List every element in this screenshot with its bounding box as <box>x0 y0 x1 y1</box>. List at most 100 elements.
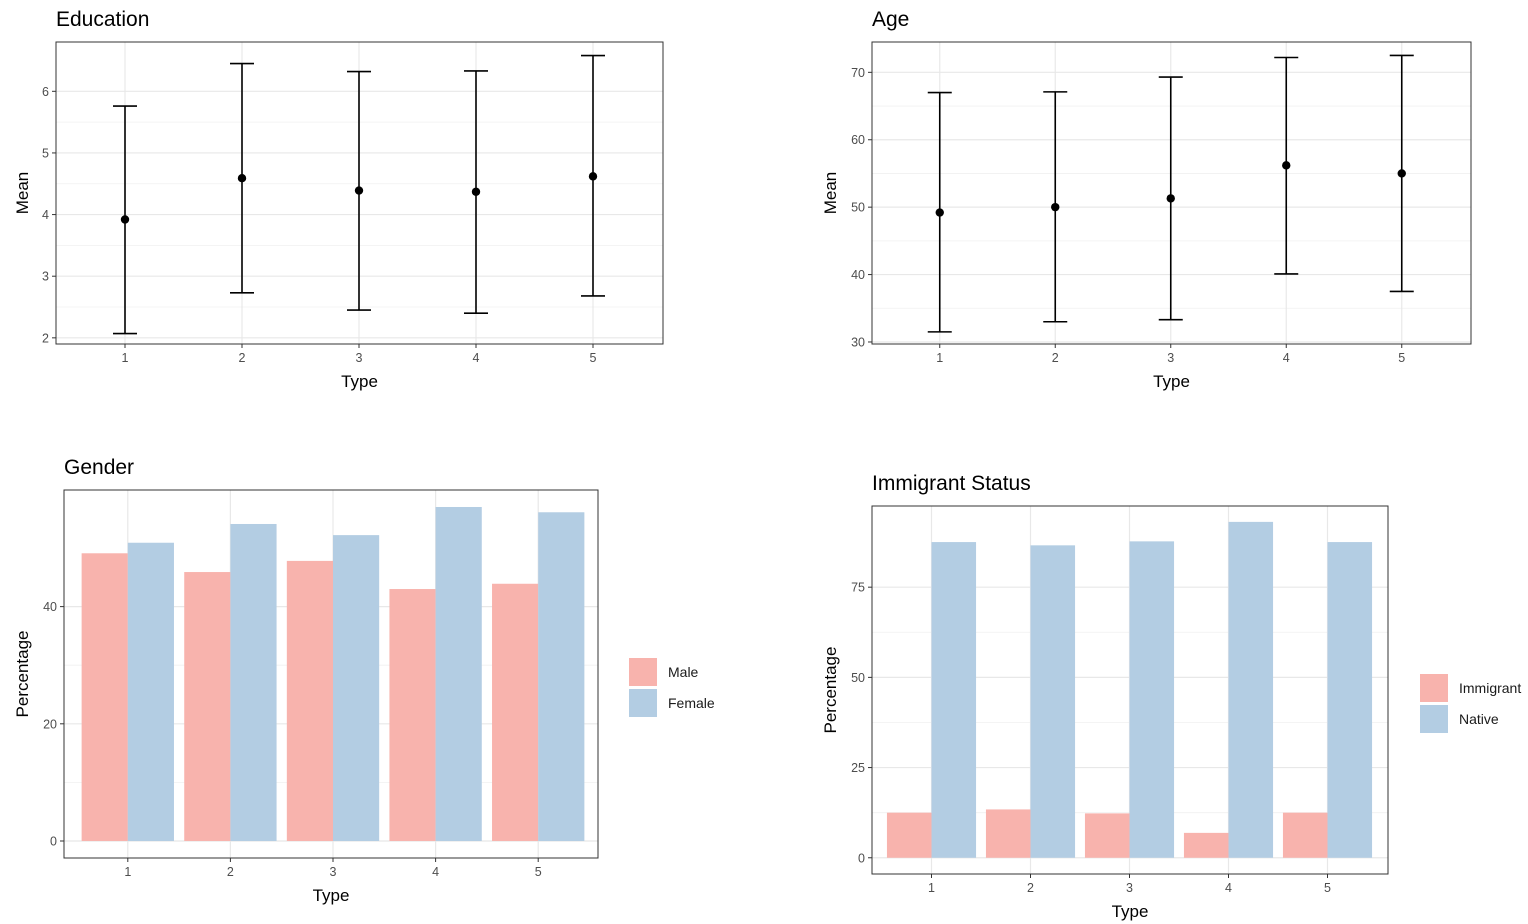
y-tick-label: 60 <box>851 133 865 147</box>
bar-male <box>389 589 436 842</box>
bar-native <box>1129 541 1175 858</box>
x-tick-label: 2 <box>1027 881 1034 895</box>
gender-chart: Gender Type Percentage 0 20 40 1 2 3 4 5 Male Fem… <box>13 456 715 905</box>
plot-border <box>63 489 599 859</box>
plot-area: 0 20 40 1 2 3 4 5 <box>43 489 599 879</box>
mean-point <box>1051 202 1060 212</box>
bar-native <box>1228 521 1274 858</box>
chart-title: Age <box>872 8 909 31</box>
bar-male <box>286 560 333 842</box>
bar-male <box>184 572 231 842</box>
bar-male <box>81 553 128 842</box>
legend-label: Female <box>668 695 715 711</box>
legend-key <box>629 658 657 686</box>
legend-key <box>629 689 657 717</box>
y-tick-label: 30 <box>851 335 865 349</box>
bar-native <box>1327 542 1373 858</box>
bar-immigrant <box>886 812 932 858</box>
plot-border <box>871 505 1389 875</box>
mean-point <box>1397 169 1406 178</box>
y-tick-label: 4 <box>42 208 49 222</box>
y-tick-label: 50 <box>851 201 865 215</box>
legend: Male Female <box>629 658 715 717</box>
y-axis-title: Mean <box>13 172 32 215</box>
x-tick-label: 1 <box>122 351 129 365</box>
y-axis-title: Percentage <box>821 647 840 734</box>
y-tick-label: 70 <box>851 66 865 80</box>
y-tick-label: 0 <box>858 851 865 865</box>
x-tick-label: 3 <box>1167 351 1174 365</box>
x-tick-label: 1 <box>936 351 943 365</box>
chart-title: Immigrant Status <box>872 472 1031 495</box>
plot-area: 2 3 4 5 6 1 2 3 4 5 <box>42 41 664 365</box>
x-tick-label: 4 <box>1283 351 1290 365</box>
y-tick-label: 40 <box>851 268 865 282</box>
x-tick-label: 3 <box>1126 881 1133 895</box>
legend-key <box>1420 705 1448 733</box>
immigrant-status-chart: Immigrant Status Type Percentage 0255075… <box>821 472 1521 921</box>
y-tick-label: 20 <box>43 717 57 731</box>
bar-immigrant <box>985 809 1031 858</box>
y-tick-label: 5 <box>42 146 49 160</box>
legend-key <box>1420 674 1448 702</box>
y-tick-label: 50 <box>851 671 865 685</box>
x-tick-label: 5 <box>535 865 542 879</box>
mean-point <box>120 215 130 224</box>
x-axis-title: Type <box>1153 372 1190 391</box>
education-chart: Education Type Mean 2 3 4 5 6 1 2 3 4 5 <box>13 8 664 391</box>
x-tick-label: 1 <box>124 865 131 879</box>
x-tick-label: 5 <box>1398 351 1405 365</box>
x-axis-title: Type <box>1112 902 1149 921</box>
bar-female <box>538 512 585 842</box>
y-tick-label: 40 <box>43 600 57 614</box>
x-tick-label: 4 <box>432 865 439 879</box>
mean-point <box>588 172 598 181</box>
mean-point <box>935 208 944 217</box>
legend-label: Native <box>1459 711 1499 727</box>
y-tick-label: 2 <box>42 331 49 345</box>
y-axis-title: Mean <box>821 172 840 215</box>
mean-point <box>471 187 481 196</box>
bar-female <box>435 506 482 842</box>
x-axis-title: Type <box>341 372 378 391</box>
y-tick-label: 25 <box>851 761 865 775</box>
legend-label: Male <box>668 664 699 680</box>
chart-title: Gender <box>64 456 134 479</box>
bar-female <box>127 542 174 842</box>
chart-title: Education <box>56 8 149 31</box>
x-tick-label: 2 <box>1052 351 1059 365</box>
bar-native <box>931 542 977 858</box>
mean-point <box>354 186 364 195</box>
bar-immigrant <box>1084 813 1130 858</box>
plot-area: 0 25 50 75 1 2 3 4 5 <box>851 505 1389 895</box>
x-tick-label: 4 <box>1225 881 1232 895</box>
x-tick-label: 4 <box>473 351 480 365</box>
x-tick-label: 3 <box>330 865 337 879</box>
x-tick-label: 2 <box>227 865 234 879</box>
x-tick-label: 2 <box>239 351 246 365</box>
legend: Immigrant Native <box>1420 674 1521 733</box>
y-tick-label: 6 <box>42 85 49 99</box>
plot-border <box>55 41 664 345</box>
bar-immigrant <box>1282 812 1328 858</box>
y-axis-title: Percentage <box>13 631 32 718</box>
y-tick-label: 3 <box>42 270 49 284</box>
bar-immigrant <box>1183 832 1229 858</box>
mean-point <box>237 174 247 183</box>
legend-label: Immigrant <box>1459 680 1521 696</box>
x-tick-label: 1 <box>928 881 935 895</box>
bar-native <box>1030 545 1076 858</box>
age-chart: Age Type Mean 30 40 50 60 70 1 2 3 4 5 <box>821 8 1472 391</box>
y-tick-label: 0 <box>50 835 57 849</box>
bar-female <box>230 523 277 842</box>
plot-area: 30 40 50 60 70 1 2 3 4 5 <box>851 41 1472 365</box>
x-axis-title: Type <box>313 886 350 905</box>
plot-border <box>871 41 1472 345</box>
mean-point <box>1282 161 1291 170</box>
x-tick-label: 5 <box>590 351 597 365</box>
bar-female <box>333 535 380 842</box>
x-tick-label: 3 <box>356 351 363 365</box>
bar-male <box>492 583 539 842</box>
mean-point <box>1166 194 1175 203</box>
